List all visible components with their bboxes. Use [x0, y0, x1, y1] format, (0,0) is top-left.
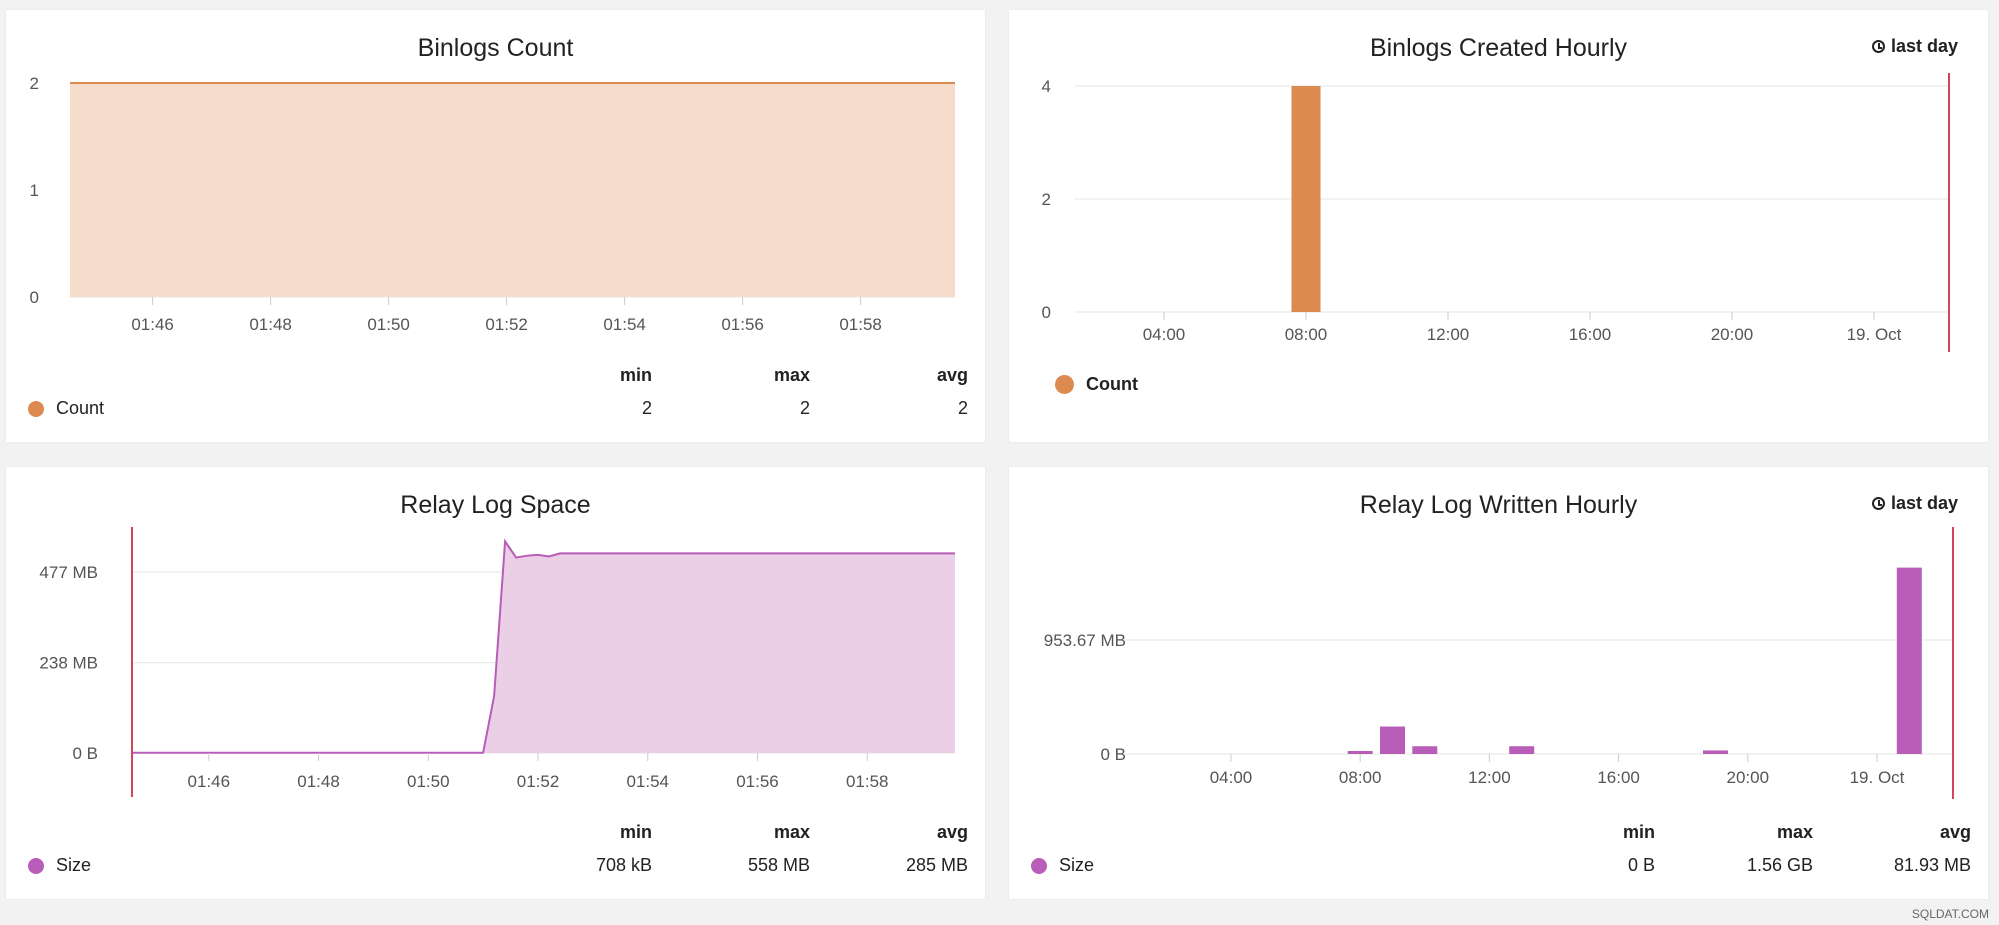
chart-title: Relay Log Space — [400, 491, 591, 519]
series-area — [132, 541, 955, 753]
legend-label: Count — [56, 398, 105, 418]
legend-label: Count — [1086, 374, 1138, 394]
y-tick-label: 238 MB — [39, 654, 98, 673]
stat-header-max: max — [773, 365, 810, 385]
time-range-button[interactable]: last day — [1871, 493, 1958, 514]
legend-dot-icon — [28, 857, 44, 874]
bar — [1509, 746, 1535, 754]
relay-log-written-hourly-panel: Relay Log Written Hourly last day 0 B 953… — [1009, 467, 1988, 899]
bar — [1380, 726, 1405, 754]
stat-avg-value: 285 MB — [905, 855, 968, 875]
legend-item-size[interactable]: Size — [1031, 855, 1094, 876]
stat-min-value: 0 B — [1627, 855, 1655, 875]
chart-title: Relay Log Written Hourly — [1359, 491, 1638, 519]
legend-item-count[interactable]: Count — [1055, 374, 1138, 395]
y-tick-label: 1 — [30, 181, 39, 200]
stat-min-value: 2 — [641, 398, 652, 418]
time-range-label: last day — [1890, 36, 1958, 56]
x-tick-label: 01:46 — [188, 772, 231, 791]
bar — [1347, 751, 1373, 754]
legend-item-count[interactable]: Count — [28, 398, 104, 419]
y-tick-label: 0 — [30, 288, 39, 307]
legend-item-size[interactable]: Size — [28, 855, 91, 876]
bar — [1412, 746, 1438, 754]
stat-avg-value: 81.93 MB — [1893, 855, 1971, 875]
y-tick-label: 2 — [1042, 190, 1051, 209]
chart-title: Binlogs Created Hourly — [1369, 34, 1628, 62]
x-tick-label: 20:00 — [1727, 768, 1770, 787]
relay-log-written-hourly-chart[interactable]: 0 B 953.67 MB 04:00 08:00 12:00 16:00 20:00 19.… — [1009, 467, 1988, 899]
x-tick-label: 08:00 — [1285, 325, 1328, 344]
stat-max-value: 1.56 GB — [1746, 855, 1813, 875]
stat-header-avg: avg — [1939, 822, 1971, 842]
bar — [1291, 86, 1321, 312]
stat-header-min: min — [619, 822, 652, 842]
x-tick-label: 12:00 — [1427, 325, 1470, 344]
legend-dot-icon — [1055, 375, 1074, 394]
legend-dot-icon — [28, 400, 44, 417]
series-area — [70, 83, 955, 297]
y-tick-label: 0 B — [1100, 745, 1126, 764]
clock-icon — [1871, 40, 1885, 53]
relay-log-space-chart[interactable]: 0 B 238 MB 477 MB 01:46 01:48 01:50 01:52 01:54… — [6, 467, 985, 899]
chart-title: Binlogs Count — [417, 34, 574, 62]
time-range-button[interactable]: last day — [1871, 36, 1958, 57]
x-tick-label: 04:00 — [1210, 768, 1253, 787]
stat-header-avg: avg — [936, 822, 968, 842]
y-tick-label: 953.67 MB — [1044, 631, 1126, 650]
x-tick-label: 19. Oct — [1850, 768, 1905, 787]
stat-max-value: 558 MB — [747, 855, 810, 875]
stat-min-value: 708 kB — [595, 855, 652, 875]
x-tick-label: 01:48 — [297, 772, 340, 791]
x-tick-label: 01:56 — [721, 315, 764, 334]
binlogs-created-hourly-panel: Binlogs Created Hourly last day 0 2 4 04:00… — [1009, 10, 1988, 442]
bar — [1703, 750, 1728, 754]
stat-header-avg: avg — [936, 365, 968, 385]
series-line — [132, 538, 955, 754]
relay-log-space-panel: Relay Log Space 0 B 238 MB 477 MB 01:46 01:4… — [6, 467, 985, 899]
clock-icon — [1871, 497, 1885, 510]
x-tick-label: 01:54 — [626, 772, 669, 791]
binlogs-count-chart[interactable]: 0 1 2 01:46 01:48 01:50 01:52 01:54 01:56 01:58 — [6, 10, 985, 442]
x-tick-label: 04:00 — [1143, 325, 1186, 344]
x-tick-label: 20:00 — [1711, 325, 1754, 344]
x-tick-label: 16:00 — [1569, 325, 1612, 344]
y-tick-label: 4 — [1042, 77, 1051, 96]
x-tick-label: 12:00 — [1468, 768, 1511, 787]
y-tick-label: 0 B — [72, 744, 98, 763]
x-tick-label: 01:50 — [367, 315, 410, 334]
x-tick-label: 01:48 — [249, 315, 292, 334]
bar — [1896, 567, 1922, 754]
stat-header-min: min — [619, 365, 652, 385]
stat-header-max: max — [1776, 822, 1813, 842]
legend-label: Size — [56, 855, 92, 875]
x-tick-label: 16:00 — [1597, 768, 1640, 787]
watermark: SQLDAT.COM — [1911, 907, 1989, 921]
x-tick-label: 01:58 — [846, 772, 889, 791]
x-tick-label: 01:52 — [485, 315, 528, 334]
stat-header-max: max — [773, 822, 810, 842]
x-tick-label: 08:00 — [1339, 768, 1382, 787]
stat-avg-value: 2 — [957, 398, 968, 418]
y-tick-label: 2 — [30, 74, 39, 93]
y-tick-label: 0 — [1042, 303, 1051, 322]
legend-label: Size — [1059, 855, 1095, 875]
binlogs-count-panel: Binlogs Count 0 1 2 01:46 01:48 01:50 01:52 01:… — [6, 10, 985, 442]
x-tick-label: 19. Oct — [1847, 325, 1902, 344]
x-tick-label: 01:50 — [407, 772, 450, 791]
binlogs-created-hourly-chart[interactable]: 0 2 4 04:00 08:00 12:00 16:00 20:00 19. Oct — [1009, 10, 1988, 442]
stat-max-value: 2 — [799, 398, 810, 418]
stat-header-min: min — [1622, 822, 1655, 842]
x-tick-label: 01:52 — [517, 772, 560, 791]
x-tick-label: 01:46 — [131, 315, 174, 334]
legend-dot-icon — [1031, 857, 1047, 874]
time-range-label: last day — [1890, 493, 1958, 513]
x-tick-label: 01:56 — [736, 772, 779, 791]
x-tick-label: 01:58 — [839, 315, 882, 334]
y-tick-label: 477 MB — [39, 563, 98, 582]
x-tick-label: 01:54 — [603, 315, 646, 334]
